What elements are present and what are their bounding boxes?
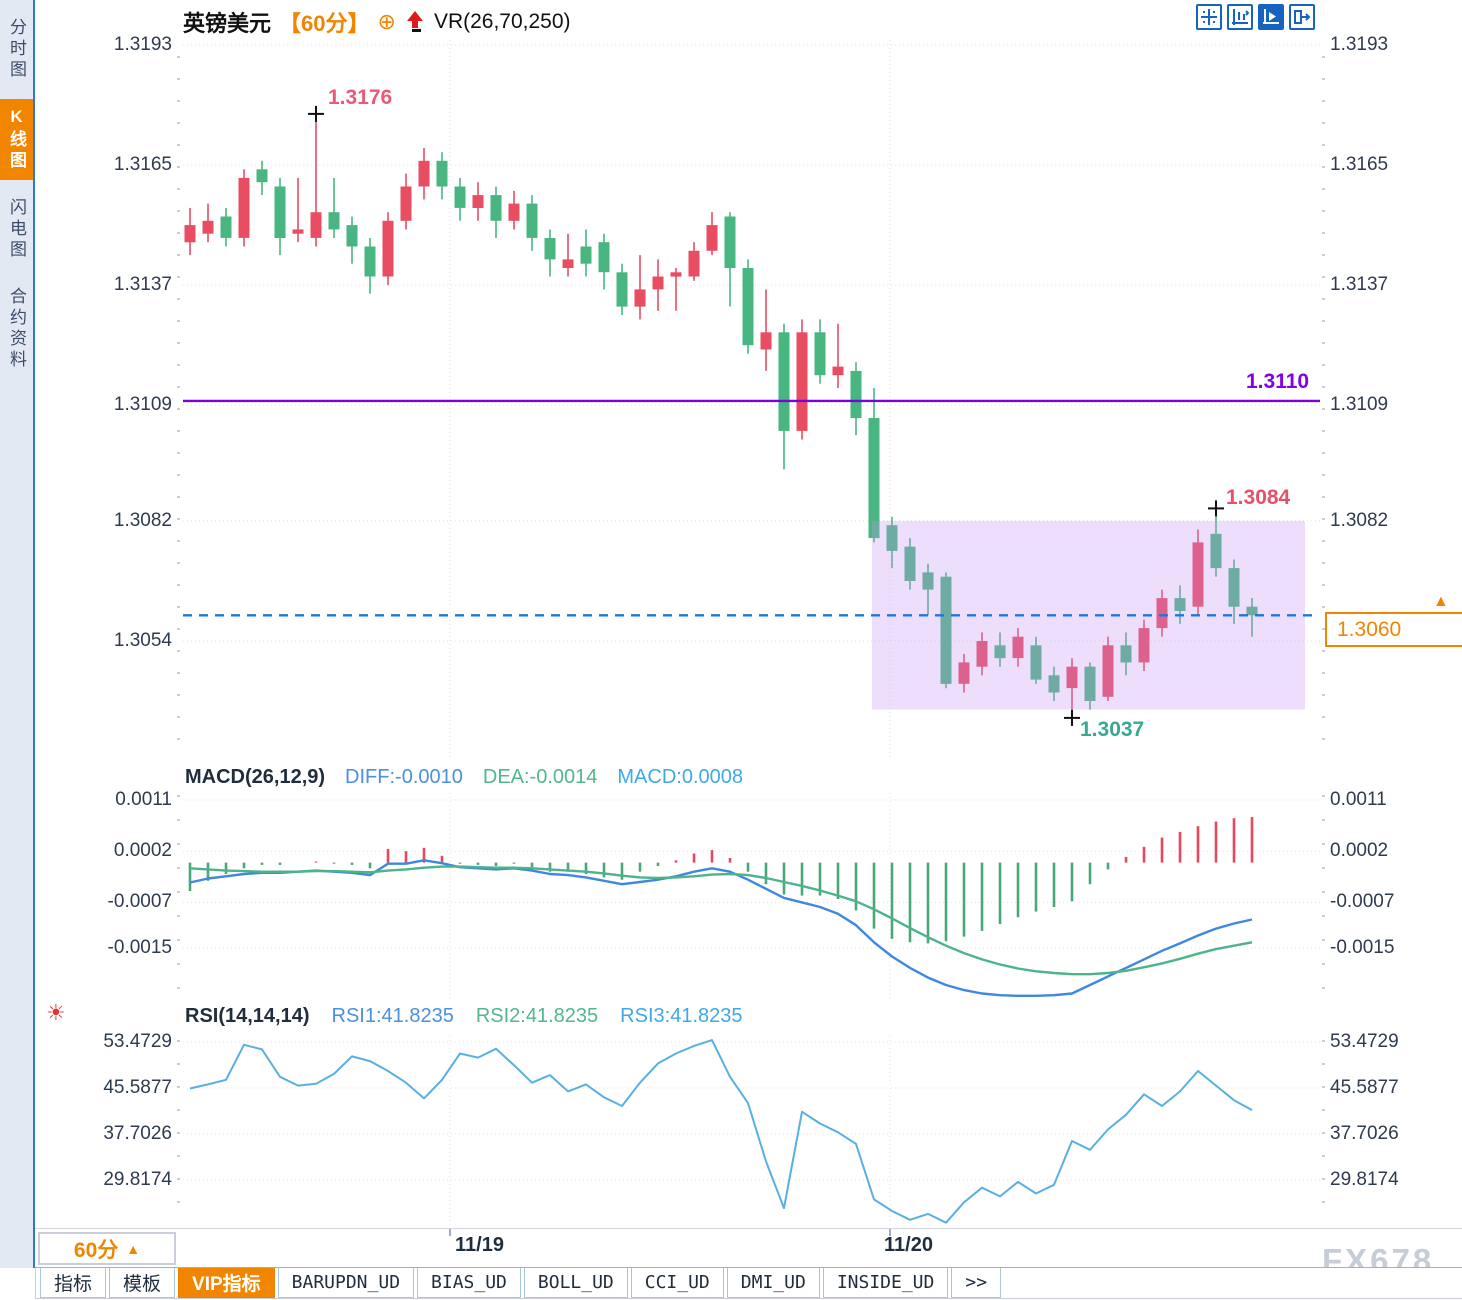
sidebar-item-3[interactable]: 合约资料	[7, 287, 26, 371]
price-up-arrow-icon: ▲	[1433, 593, 1449, 610]
period-selector[interactable]: 60分 ▲	[38, 1232, 176, 1265]
marker-cross	[308, 105, 324, 122]
price-axis-left-label: 1.3137	[113, 274, 172, 296]
period-selector-label: 60分	[73, 1238, 119, 1262]
price-axis-left-label: 1.3165	[113, 154, 172, 176]
price-axis-right-label: 1.3109	[1330, 394, 1389, 416]
move-crosshair-icon[interactable]	[1196, 4, 1222, 30]
macd-axis-left-label: 0.0002	[113, 840, 172, 862]
rsi-name: RSI(14,14,14)	[185, 1005, 310, 1027]
macd-header: MACD(26,12,9) DIFF:-0.0010 DEA:-0.0014 M…	[185, 766, 743, 789]
macd-axis-right-label: 0.0011	[1330, 788, 1387, 810]
sidebar-item-0[interactable]: 分时图	[7, 18, 26, 81]
marker-cross	[1208, 500, 1224, 517]
candles	[184, 117, 1258, 714]
tab-barupdn-ud[interactable]: BARUPDN_UD	[277, 1268, 415, 1298]
add-indicator-icon[interactable]: ⊕	[377, 9, 396, 34]
macd-diff-value: DIFF:-0.0010	[345, 766, 463, 788]
swing-high-label: 1.3084	[1226, 486, 1291, 509]
macd-axis-left-label: 0.0011	[115, 788, 172, 810]
marker-cross	[1064, 709, 1080, 726]
sidebar: 分时图 K线图闪电图合约资料	[0, 0, 35, 1268]
tab-模板[interactable]: 模板	[109, 1268, 176, 1298]
price-axis-left-label: 1.3082	[113, 509, 172, 531]
price-axis-left-label: 1.3109	[113, 394, 172, 416]
macd-axis-right-label: -0.0007	[1330, 891, 1395, 913]
tab-指标[interactable]: 指标	[40, 1268, 107, 1298]
price-axis-right-label: 1.3137	[1330, 274, 1389, 296]
period-label[interactable]: 【60分】	[279, 11, 370, 36]
swing-low-label: 1.3037	[1080, 718, 1145, 741]
hline-price-label: 1.3110	[1246, 370, 1310, 393]
symbol-title: 英镑美元	[183, 11, 272, 36]
rsi-axis-left-label: 45.5877	[103, 1077, 172, 1098]
rsi-axis-right-label: 45.5877	[1330, 1077, 1399, 1098]
macd-name: MACD(26,12,9)	[185, 766, 326, 788]
spike-high-label: 1.3176	[328, 86, 393, 109]
chart-header: 英镑美元 【60分】 ⊕ VR(26,70,250)	[183, 6, 571, 38]
auto-scroll-icon[interactable]	[1258, 4, 1284, 30]
rsi2-value: RSI2:41.8235	[475, 1005, 599, 1027]
indicator-tab-bar: 指标 模板 VIP指标 BARUPDN_UD BIAS_UD BOLL_UD CCI_UD D…	[0, 1267, 1462, 1299]
price-axis-left-label: 1.3193	[113, 34, 172, 55]
range-box	[872, 520, 1305, 710]
price-axis-left-label: 1.3054	[113, 630, 172, 651]
rsi-axis-left-label: 29.8174	[103, 1169, 172, 1190]
vr-indicator-label: VR(26,70,250)	[433, 10, 571, 33]
tab-vip指标[interactable]: VIP指标	[178, 1268, 275, 1298]
rsi3-value: RSI3:41.8235	[620, 1005, 743, 1027]
fit-axis-icon[interactable]	[1227, 4, 1253, 30]
rsi-axis-right-label: 37.7026	[1330, 1123, 1399, 1144]
macd-axis-right-label: -0.0015	[1330, 936, 1395, 958]
date-label-1120: 11/20	[884, 1234, 933, 1256]
macd-histogram	[188, 817, 1254, 944]
tab-boll-ud[interactable]: BOLL_UD	[523, 1268, 628, 1298]
date-label-1119: 11/19	[455, 1234, 504, 1256]
rsi-axis-left-label: 53.4729	[103, 1031, 172, 1052]
price-axis-right-label: 1.3193	[1330, 34, 1389, 55]
pan-right-icon[interactable]	[1289, 4, 1315, 30]
rsi1-value: RSI1:41.8235	[331, 1005, 454, 1027]
axis-strip-separator	[33, 1228, 1462, 1229]
rsi-axis-right-label: 29.8174	[1330, 1169, 1399, 1190]
sidebar-item-2[interactable]: 闪电图	[7, 198, 26, 261]
price-axis-right-label: 1.3165	[1330, 154, 1389, 176]
indicator-settings-sun-icon[interactable]: ☀	[46, 1000, 66, 1025]
macd-axis-right-label: 0.0002	[1330, 840, 1389, 862]
rsi-axis-left-label: 37.7026	[103, 1123, 172, 1144]
rsi-axis-right-label: 53.4729	[1330, 1031, 1399, 1052]
sidebar-item-1[interactable]: K线图	[0, 99, 33, 180]
macd-macd-value: MACD:0.0008	[617, 766, 744, 788]
tab-bias-ud[interactable]: BIAS_UD	[417, 1268, 521, 1298]
tab--[interactable]: >>	[951, 1268, 1002, 1298]
macd-axis-left-label: -0.0007	[107, 891, 172, 913]
current-price-tag: 1.3060	[1325, 612, 1462, 647]
tab-cci-ud[interactable]: CCI_UD	[630, 1268, 724, 1298]
sidebar-bottom-cell	[0, 1268, 36, 1299]
up-arrow-icon	[404, 10, 426, 34]
macd-axis-left-label: -0.0015	[107, 936, 172, 958]
chart-toolbar	[1196, 4, 1315, 30]
tab-inside-ud[interactable]: INSIDE_UD	[822, 1268, 949, 1298]
tab-dmi-ud[interactable]: DMI_UD	[726, 1268, 820, 1298]
macd-dea-value: DEA:-0.0014	[482, 766, 598, 788]
price-axis-right-label: 1.3082	[1330, 509, 1389, 531]
rsi-header: RSI(14,14,14) RSI1:41.8235 RSI2:41.8235 …	[185, 1005, 743, 1028]
period-selector-arrow-icon: ▲	[126, 1240, 141, 1257]
